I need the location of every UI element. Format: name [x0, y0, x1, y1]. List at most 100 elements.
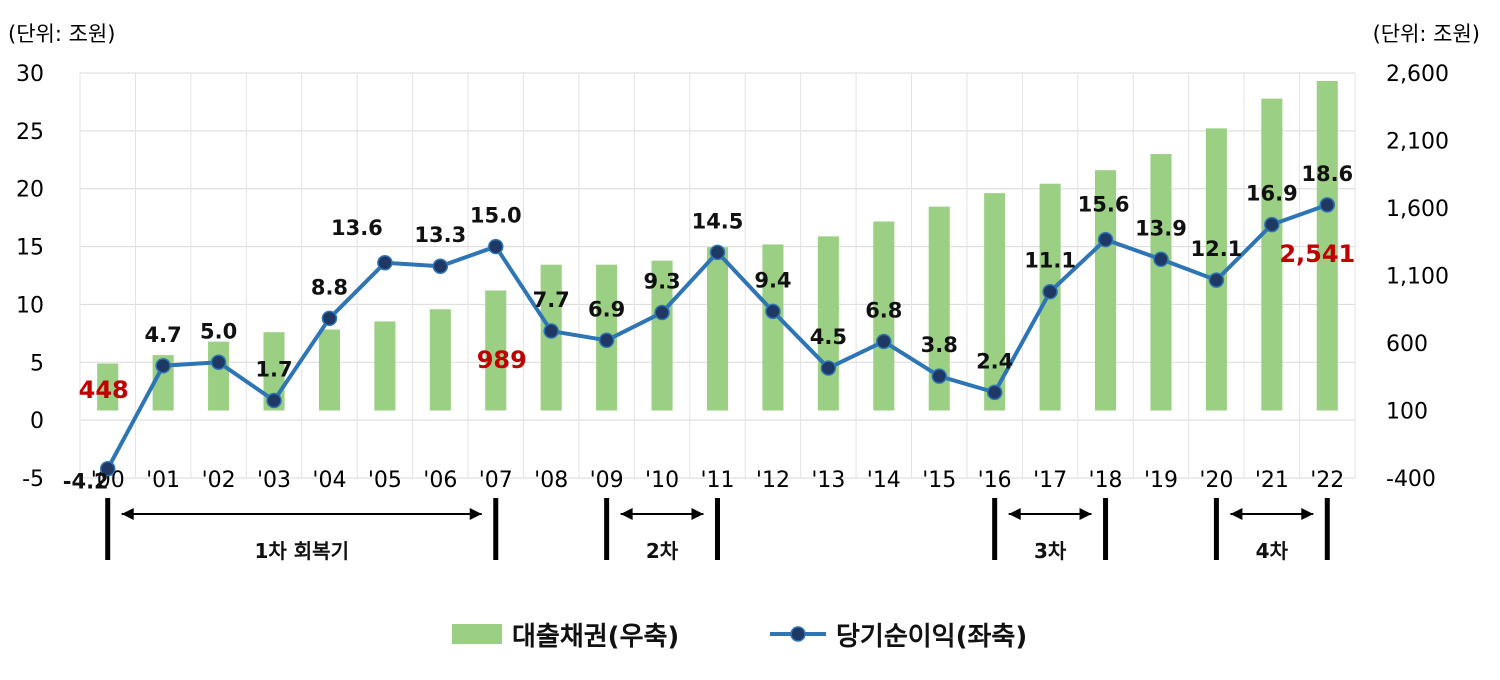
data-label-net-income: 4.7 — [145, 323, 182, 347]
x-tick-label: '02 — [202, 468, 236, 493]
bar-loan-20 — [1205, 128, 1227, 411]
marker-net-income-3 — [266, 392, 282, 409]
bar-loan-15 — [928, 206, 950, 411]
marker-net-income-12 — [765, 303, 781, 320]
x-tick-label: '15 — [922, 468, 956, 493]
period-label: 4차 — [1256, 539, 1289, 563]
marker-net-income-2 — [210, 354, 227, 371]
x-tick-label: '05 — [368, 468, 402, 493]
period-label: 1차 회복기 — [254, 539, 348, 563]
data-label-net-income: 18.6 — [1301, 162, 1353, 186]
left-tick-label: 10 — [16, 293, 44, 318]
data-label-net-income: 12.1 — [1190, 237, 1242, 261]
marker-net-income-16 — [986, 384, 1003, 401]
bar-loan-2 — [208, 341, 230, 411]
right-tick-label: 1,100 — [1386, 265, 1449, 290]
marker-net-income-15 — [931, 368, 947, 384]
marker-net-income-5 — [377, 255, 393, 271]
marker-net-income-7 — [488, 238, 504, 255]
x-tick-label: '09 — [590, 468, 624, 493]
bar-loan-13 — [817, 236, 839, 411]
marker-net-income-11 — [709, 244, 726, 261]
bar-loan-16 — [984, 193, 1006, 411]
period-arrowhead-right — [469, 508, 482, 520]
period-arrowhead-right — [1079, 508, 1092, 520]
data-label-net-income: 5.0 — [200, 319, 237, 343]
period-arrowhead-right — [1301, 508, 1314, 520]
data-label-net-income: 15.6 — [1078, 193, 1130, 217]
data-label-net-income: 6.8 — [865, 298, 902, 322]
right-tick-label: -400 — [1386, 467, 1436, 492]
period-arrowhead-left — [1230, 508, 1243, 520]
data-label-net-income: 11.1 — [1024, 249, 1076, 273]
data-label-net-income: 7.7 — [533, 288, 570, 312]
bar-loan-22 — [1316, 80, 1338, 411]
x-tick-label: '10 — [645, 468, 679, 493]
x-tick-label: '08 — [534, 468, 568, 493]
x-tick-label: '11 — [700, 468, 734, 493]
data-label-net-income: 6.9 — [588, 297, 625, 321]
period-label: 3차 — [1034, 539, 1067, 563]
data-label-loan: 448 — [79, 376, 129, 404]
data-label-net-income: 4.5 — [810, 325, 847, 349]
marker-net-income-9 — [598, 332, 615, 349]
x-tick-label: '01 — [146, 468, 180, 493]
data-label-loan: 2,541 — [1279, 240, 1355, 268]
data-label-net-income: 1.7 — [255, 357, 292, 381]
x-tick-label: '12 — [756, 468, 790, 493]
x-tick-label: '19 — [1144, 468, 1178, 493]
data-label-net-income: 13.6 — [331, 216, 383, 240]
right-tick-label: 2,100 — [1386, 130, 1449, 155]
legend-label-net-income: 당기순이익(좌축) — [836, 622, 1027, 652]
bar-loan-10 — [651, 260, 673, 411]
data-label-net-income: -4.2 — [63, 470, 109, 494]
data-label-net-income: 16.9 — [1246, 182, 1298, 206]
left-tick-label: 30 — [16, 62, 44, 87]
legend-swatch-marker — [790, 626, 806, 642]
marker-net-income-18 — [1097, 231, 1114, 248]
data-label-net-income: 13.9 — [1135, 216, 1187, 240]
marker-net-income-14 — [876, 333, 892, 350]
bar-loan-6 — [429, 309, 451, 411]
bar-loan-21 — [1261, 98, 1283, 411]
right-tick-label: 2,600 — [1386, 62, 1449, 87]
marker-net-income-19 — [1153, 251, 1169, 268]
bar-loan-19 — [1150, 154, 1172, 411]
x-tick-label: '16 — [978, 468, 1012, 493]
marker-net-income-0 — [99, 460, 116, 477]
marker-net-income-17 — [1042, 283, 1058, 300]
x-tick-label: '03 — [257, 468, 291, 493]
period-arrowhead-right — [691, 508, 704, 520]
bar-loan-5 — [374, 321, 396, 411]
marker-net-income-6 — [432, 258, 449, 274]
data-label-net-income: 2.4 — [976, 349, 1013, 373]
marker-net-income-13 — [820, 360, 837, 376]
x-tick-label: '20 — [1199, 468, 1233, 493]
bar-loan-0 — [97, 363, 119, 411]
bar-loan-7 — [485, 290, 507, 411]
left-tick-label: 20 — [16, 178, 44, 203]
data-label-net-income: 9.3 — [643, 270, 680, 294]
period-arrowhead-left — [121, 508, 134, 520]
bar-loan-18 — [1095, 170, 1117, 411]
x-tick-label: '06 — [423, 468, 457, 493]
data-label-net-income: 9.4 — [754, 268, 791, 292]
data-label-net-income: 14.5 — [692, 209, 744, 233]
left-tick-label: -5 — [22, 467, 44, 492]
data-label-net-income: 8.8 — [311, 275, 348, 299]
legend-label-loan: 대출채권(우축) — [512, 622, 679, 652]
marker-net-income-1 — [155, 358, 171, 374]
marker-net-income-4 — [321, 310, 338, 327]
x-tick-label: '04 — [312, 468, 346, 493]
data-label-net-income: 3.8 — [921, 333, 958, 357]
x-tick-label: '17 — [1033, 468, 1067, 493]
bar-loan-4 — [318, 329, 340, 411]
x-tick-label: '13 — [811, 468, 845, 493]
bar-loan-14 — [873, 221, 895, 411]
right-unit-label: (단위: 조원) — [1372, 22, 1480, 46]
x-tick-label: '14 — [867, 468, 901, 493]
bar-loan-12 — [762, 244, 784, 411]
marker-net-income-20 — [1208, 272, 1225, 288]
left-tick-label: 15 — [16, 236, 44, 261]
